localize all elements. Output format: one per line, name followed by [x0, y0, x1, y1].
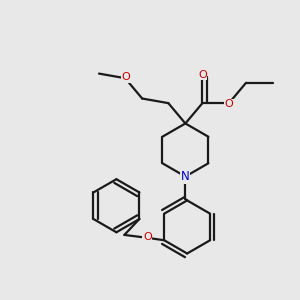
Text: O: O [143, 232, 152, 242]
Text: O: O [122, 72, 130, 82]
Text: N: N [181, 170, 190, 183]
Text: O: O [198, 70, 207, 80]
Text: O: O [225, 99, 233, 109]
